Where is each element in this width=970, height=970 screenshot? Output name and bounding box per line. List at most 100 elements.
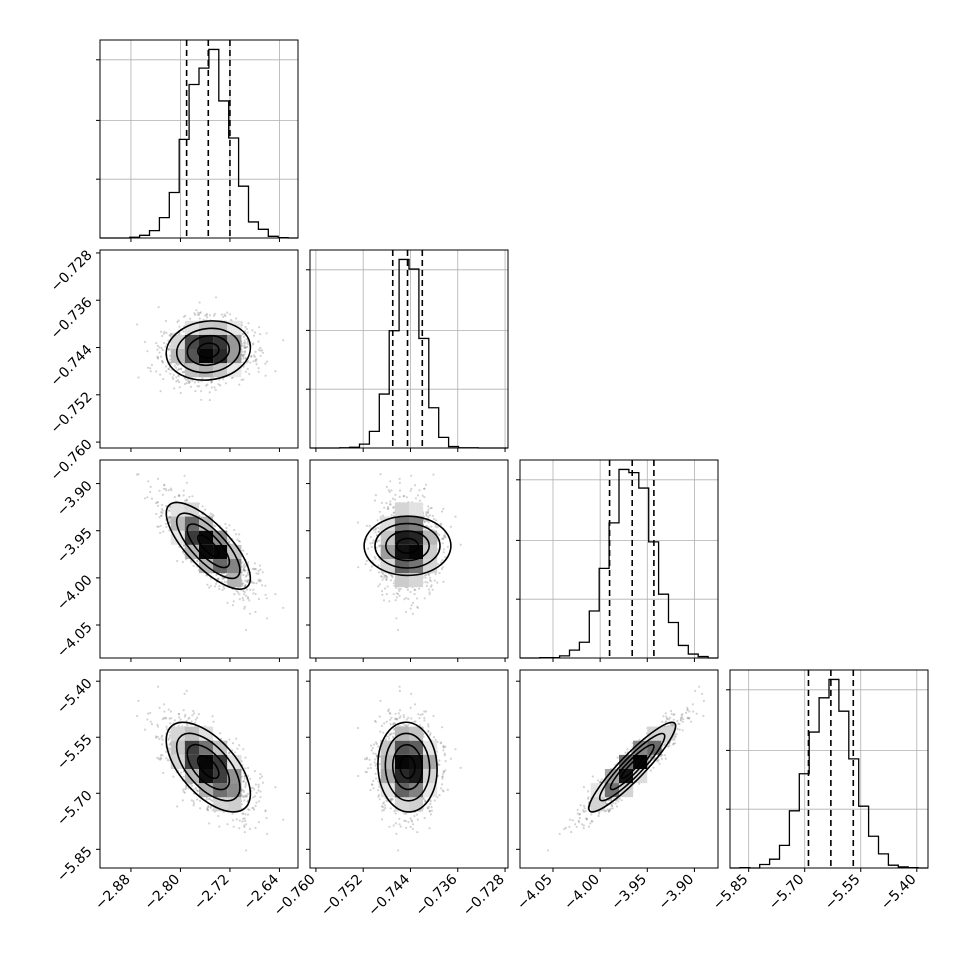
sample-point <box>242 567 245 570</box>
sample-point <box>231 604 235 607</box>
sample-point <box>427 572 430 576</box>
sample-point <box>199 807 202 810</box>
sample-point <box>222 378 225 381</box>
sample-point <box>423 520 426 524</box>
sample-point <box>156 504 160 507</box>
sample-point <box>369 569 372 572</box>
sample-point <box>214 388 217 391</box>
sample-point <box>213 312 216 316</box>
sample-point <box>247 341 250 344</box>
sample-point <box>372 539 375 542</box>
sample-point <box>221 577 224 580</box>
sample-point <box>246 331 249 334</box>
sample-point <box>143 497 147 500</box>
sample-point <box>393 498 396 501</box>
sample-point <box>218 587 221 591</box>
sample-point <box>442 551 445 554</box>
sample-point <box>173 496 176 499</box>
sample-point <box>193 312 196 315</box>
sample-point <box>213 585 217 588</box>
sample-point <box>177 374 180 377</box>
sample-point <box>146 496 149 499</box>
histogram-step <box>100 48 298 239</box>
sample-point <box>137 376 140 379</box>
sample-point <box>387 507 390 510</box>
tick-label-y: −0.736 <box>48 295 96 343</box>
sample-point <box>374 494 377 497</box>
sample-point <box>255 582 258 585</box>
sample-point <box>380 590 384 593</box>
sample-point <box>241 333 244 336</box>
sample-point <box>240 378 243 381</box>
sample-point <box>161 360 164 363</box>
sample-point <box>182 315 185 318</box>
sample-point <box>192 709 195 713</box>
sample-point <box>208 399 211 402</box>
sample-point <box>193 381 196 384</box>
sample-point <box>242 355 245 358</box>
panel-0-0 <box>96 39 299 242</box>
sample-point <box>377 571 380 574</box>
sample-point <box>391 576 394 579</box>
sample-point <box>428 576 431 579</box>
sample-point <box>405 496 408 499</box>
sample-point <box>222 315 225 318</box>
sample-point <box>385 502 388 505</box>
sample-point <box>397 628 400 632</box>
sample-point <box>236 538 239 541</box>
sample-point <box>158 346 161 349</box>
sample-point <box>405 610 408 614</box>
sample-point <box>244 342 247 345</box>
sample-point <box>389 500 392 503</box>
sample-point <box>197 313 201 316</box>
sample-point <box>431 588 434 591</box>
sample-point <box>194 721 197 724</box>
panel-2-1 <box>306 459 509 662</box>
sample-point <box>261 571 264 574</box>
sample-point <box>159 524 162 527</box>
sample-point <box>231 819 235 822</box>
sample-point <box>381 578 384 581</box>
sample-point <box>183 474 186 477</box>
sample-point <box>255 358 258 361</box>
tick-label-y: −0.760 <box>48 436 96 484</box>
sample-point <box>254 592 257 596</box>
sample-point <box>160 514 163 517</box>
sample-point <box>231 742 235 745</box>
sample-point <box>259 564 262 567</box>
panel-3-0 <box>96 669 299 872</box>
sample-point <box>254 350 257 353</box>
sample-point <box>378 583 381 586</box>
sample-point <box>184 314 187 317</box>
sample-point <box>196 385 199 388</box>
sample-point <box>235 590 238 593</box>
sample-point <box>206 583 209 586</box>
sample-point <box>391 497 395 500</box>
sample-point <box>160 330 163 333</box>
sample-point <box>248 372 251 376</box>
sample-point <box>373 499 376 502</box>
sample-point <box>416 494 419 497</box>
sample-point <box>199 311 202 314</box>
sample-point <box>245 849 248 852</box>
sample-point <box>242 335 245 338</box>
sample-point <box>163 341 166 345</box>
sample-point <box>177 375 180 378</box>
panel-frame <box>99 39 299 239</box>
sample-point <box>182 544 185 547</box>
sample-point <box>249 361 252 364</box>
sample-point <box>427 510 430 513</box>
sample-point <box>155 342 158 345</box>
sample-point <box>156 355 159 358</box>
sample-point <box>244 370 247 373</box>
sample-point <box>389 503 392 506</box>
sample-point <box>161 503 164 506</box>
sample-point <box>389 480 392 483</box>
sample-point <box>390 489 393 492</box>
sample-point <box>149 485 152 488</box>
sample-point <box>150 363 153 367</box>
sample-point <box>238 533 241 536</box>
sample-point <box>150 497 153 500</box>
sample-point <box>388 600 391 603</box>
sample-point <box>173 387 176 390</box>
